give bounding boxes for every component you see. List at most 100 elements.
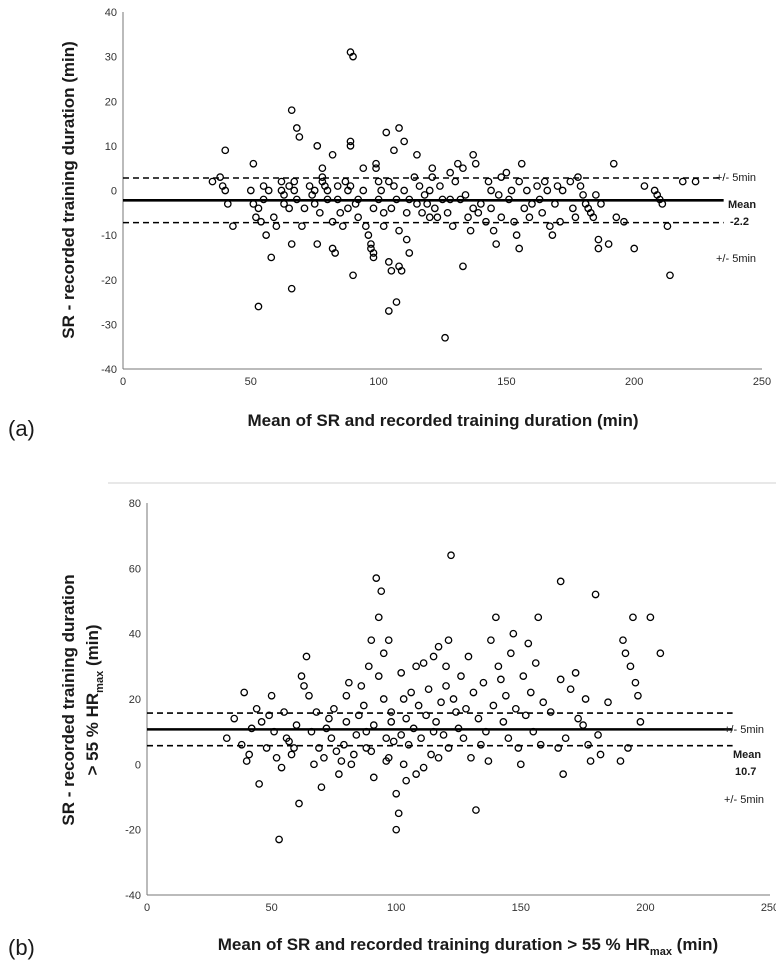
b-data-point	[257, 718, 266, 726]
a-data-point	[292, 124, 301, 132]
b-data-point	[332, 747, 341, 756]
a-data-point	[310, 186, 319, 195]
a-data-point	[484, 177, 493, 186]
b-data-point	[504, 734, 513, 743]
a-data-point	[405, 249, 414, 257]
a-panel-label: (a)	[8, 416, 35, 441]
a-data-point	[346, 142, 355, 150]
a-data-point	[280, 200, 288, 208]
a-data-point	[558, 186, 567, 195]
a-mean-value: -2.2	[730, 216, 749, 228]
b-data-point	[487, 636, 495, 645]
b-data-point	[452, 708, 460, 716]
a-data-point	[663, 222, 672, 231]
b-data-point	[469, 688, 478, 697]
a-data-point	[390, 182, 398, 190]
a-data-point	[267, 253, 276, 262]
a-data-point	[272, 222, 281, 231]
a-data-point	[249, 200, 258, 208]
b-data-point	[317, 783, 326, 792]
b-data-point	[489, 701, 498, 710]
a-data-point	[471, 159, 480, 168]
a-x-tick-label: 150	[497, 376, 515, 388]
a-data-point	[338, 222, 347, 231]
a-data-point	[382, 128, 391, 137]
b-data-point	[619, 636, 627, 645]
a-data-point	[395, 226, 403, 235]
b-data-point	[300, 682, 308, 690]
a-data-point	[441, 333, 449, 342]
a-data-point	[666, 271, 674, 280]
a-data-point	[323, 195, 332, 204]
b-y-tick-label: -20	[125, 825, 141, 837]
b-data-point	[571, 669, 580, 677]
b-data-point	[384, 753, 393, 762]
a-x-axis-label: Mean of SR and recorded training duratio…	[247, 411, 638, 430]
b-data-point	[646, 613, 655, 622]
b-data-point	[454, 724, 463, 733]
a-x-tick-label: 200	[625, 376, 643, 388]
b-data-point	[621, 649, 630, 658]
b-data-point	[579, 721, 587, 729]
a-data-point	[494, 191, 503, 199]
a-data-point	[630, 244, 639, 253]
a-data-point	[443, 208, 452, 217]
a-data-point	[257, 217, 265, 226]
b-data-point	[374, 672, 383, 680]
a-y-tick-label: 40	[105, 7, 117, 19]
a-data-point	[556, 217, 564, 226]
b-data-point	[379, 649, 388, 658]
a-data-point	[369, 253, 378, 262]
b-data-point	[524, 639, 533, 648]
a-data-point	[295, 133, 304, 141]
a-data-point	[354, 213, 363, 222]
b-data-point	[432, 718, 440, 726]
b-data-point	[539, 698, 548, 707]
b-data-point	[280, 708, 288, 716]
b-data-point	[404, 740, 413, 749]
b-data-point	[392, 825, 401, 834]
a-data-point	[369, 249, 378, 257]
a-data-point	[298, 222, 306, 231]
b-y-axis-label-sub: max	[94, 670, 106, 693]
a-y-tick-label: 30	[105, 52, 117, 64]
a-data-point	[425, 186, 434, 195]
b-data-point	[626, 662, 635, 671]
a-data-point	[520, 204, 529, 213]
b-data-point	[422, 711, 430, 720]
b-data-point	[624, 744, 632, 752]
a-data-point	[361, 222, 370, 231]
b-data-point	[444, 744, 453, 752]
a-data-point	[448, 222, 457, 231]
a-data-point	[538, 208, 547, 217]
a-data-point	[379, 222, 388, 231]
a-data-point	[658, 200, 667, 208]
a-data-point	[344, 204, 352, 213]
b-data-point	[267, 691, 276, 700]
b-data-point	[275, 835, 283, 844]
a-data-point	[553, 182, 562, 190]
a-data-point	[359, 164, 368, 173]
a-data-point	[413, 150, 421, 159]
a-data-point	[428, 164, 437, 173]
b-data-point	[417, 734, 425, 743]
a-data-point	[367, 240, 375, 248]
b-data-point	[574, 714, 582, 723]
b-data-point	[340, 740, 348, 749]
b-upper-limit-label: +/- 5min	[724, 724, 764, 736]
a-data-point	[349, 271, 357, 280]
b-data-point	[412, 770, 420, 778]
b-data-point	[384, 636, 393, 645]
a-data-point	[359, 186, 368, 195]
a-data-point	[502, 168, 511, 177]
a-data-point	[453, 159, 462, 168]
a-y-tick-label: -20	[101, 275, 117, 287]
b-data-point	[362, 727, 371, 736]
a-data-point	[640, 182, 649, 190]
a-data-point	[208, 177, 217, 186]
b-data-point	[307, 727, 316, 736]
b-data-point	[429, 652, 438, 661]
b-data-point	[494, 662, 503, 671]
a-data-point	[571, 213, 580, 222]
a-data-point	[517, 159, 526, 168]
